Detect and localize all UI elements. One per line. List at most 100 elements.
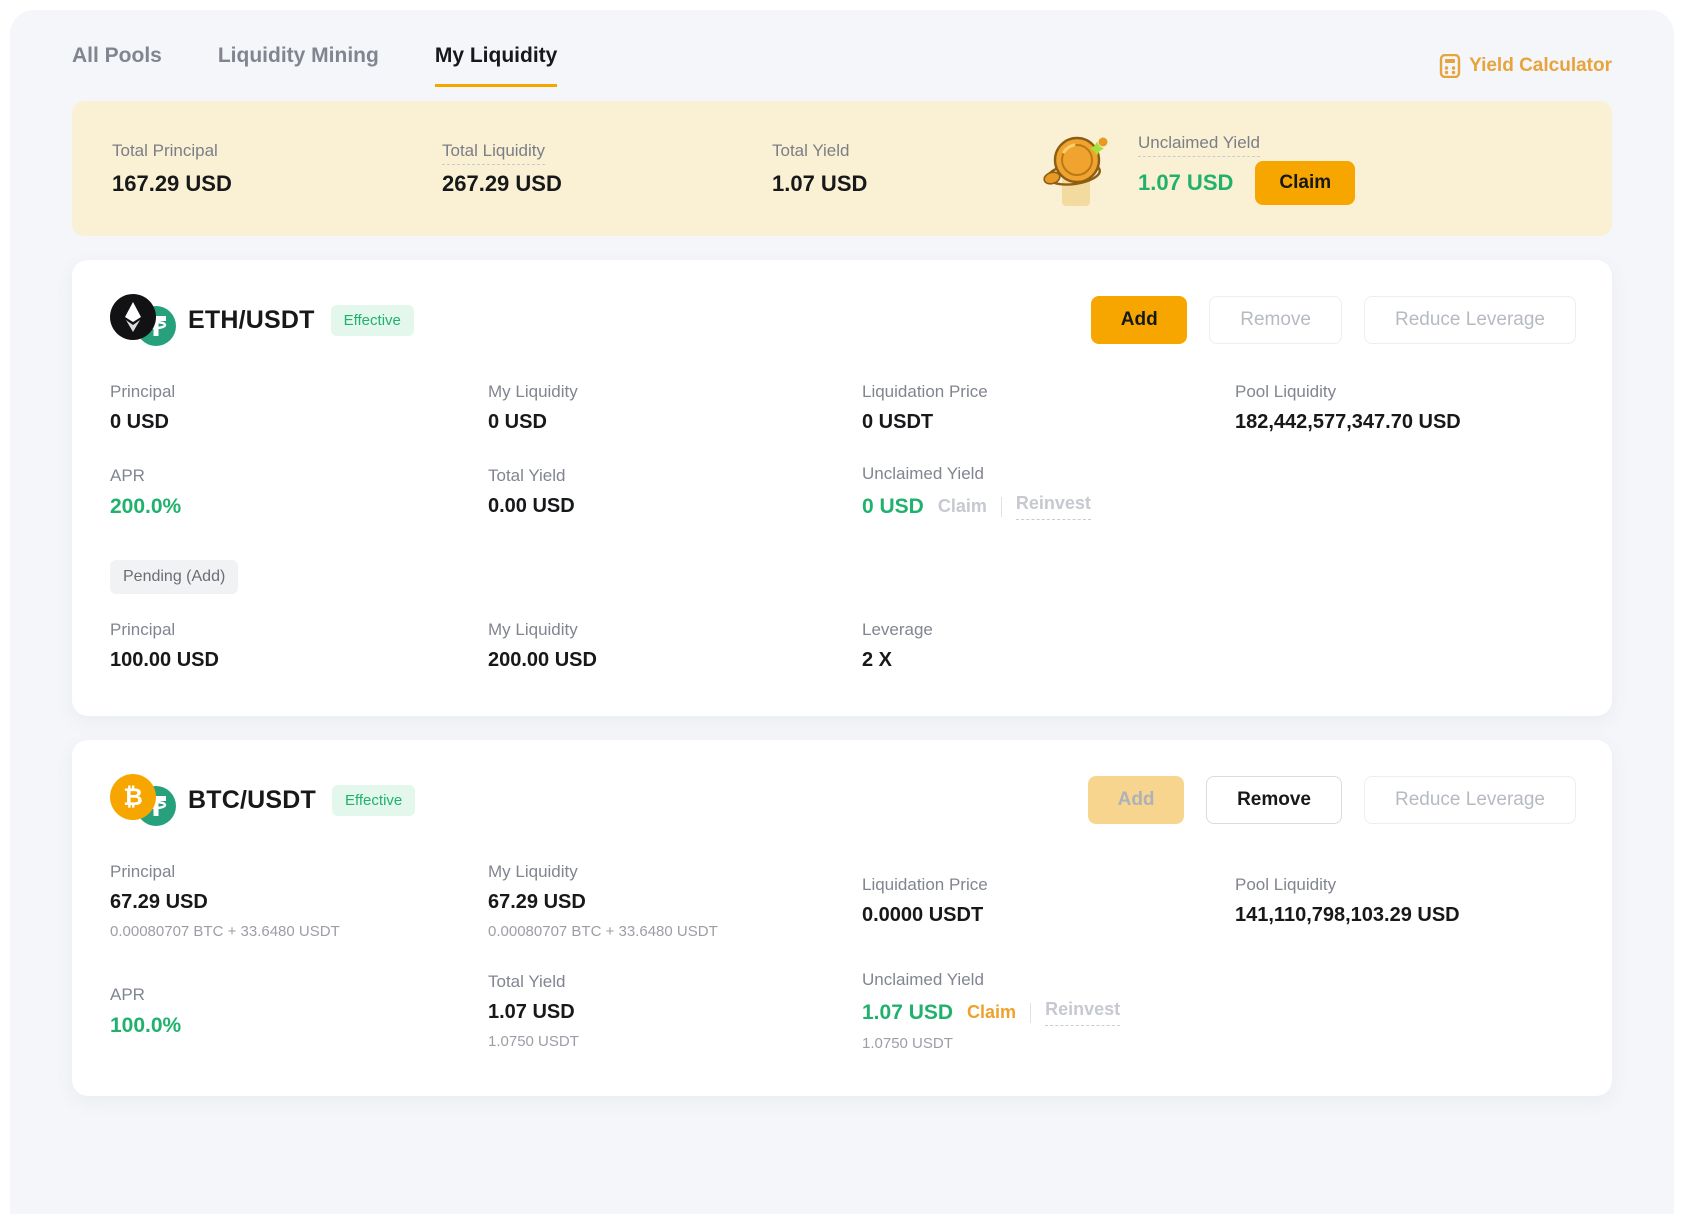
apr-stat: APR 100.0%	[110, 985, 488, 1038]
pair-name: ETH/USDT	[188, 305, 315, 334]
liquidation-price-label: Liquidation Price	[862, 382, 988, 401]
principal-sub-value: 0.00080707 BTC + 33.6480 USDT	[110, 923, 340, 940]
liquidation-price-label: Liquidation Price	[862, 875, 988, 894]
tab-my-liquidity[interactable]: My Liquidity	[434, 44, 558, 87]
pool-liquidity-value: 182,442,577,347.70 USD	[1235, 411, 1461, 433]
total-principal-label: Total Principal	[112, 140, 218, 160]
my-liquidity-sub-value: 0.00080707 BTC + 33.6480 USDT	[488, 923, 718, 940]
principal-value: 0 USD	[110, 411, 169, 433]
pool-card-btc-usdt: ₿ BTC/USDT Effective Add Remove Reduce L…	[72, 740, 1612, 1096]
claim-button[interactable]: Claim	[1255, 160, 1356, 205]
apr-value: 100.0%	[110, 1013, 182, 1037]
pending-principal-label: Principal	[110, 620, 176, 639]
summary-banner: Total Principal 167.29 USD Total Liquidi…	[72, 101, 1612, 236]
my-liquidity-value: 67.29 USD	[488, 891, 586, 913]
reinvest-link: Reinvest	[1015, 493, 1091, 520]
pending-leverage-label: Leverage	[862, 620, 933, 639]
tabs: All Pools Liquidity Mining My Liquidity	[72, 44, 558, 87]
principal-stat: Principal 0 USD	[110, 382, 488, 434]
yield-calculator-link[interactable]: Yield Calculator	[1439, 54, 1612, 78]
divider	[1030, 1002, 1032, 1023]
unclaimed-yield-stat: Unclaimed Yield 1.07 USD Claim Reinvest …	[862, 970, 1235, 1052]
divider	[1000, 496, 1002, 517]
total-yield-sub-value: 1.0750 USDT	[488, 1033, 579, 1050]
liquidation-price-stat: Liquidation Price 0 USDT	[862, 382, 1235, 434]
calculator-icon	[1439, 54, 1461, 78]
principal-value: 67.29 USD	[110, 891, 208, 913]
total-yield-stat: Total Yield 1.07 USD 1.0750 USDT	[488, 972, 862, 1050]
pool-liquidity-stat: Pool Liquidity 182,442,577,347.70 USD	[1235, 382, 1576, 434]
pool-liquidity-value: 141,110,798,103.29 USD	[1235, 904, 1460, 926]
unclaimed-yield-value: 1.07 USD	[1138, 169, 1234, 195]
unclaimed-yield-value: 0 USD	[862, 494, 924, 518]
total-liquidity-label[interactable]: Total Liquidity	[442, 140, 546, 165]
liquidation-price-stat: Liquidation Price 0.0000 USDT	[862, 875, 1235, 927]
unclaimed-yield-sub-value: 1.0750 USDT	[862, 1035, 953, 1052]
remove-button[interactable]: Remove	[1206, 776, 1342, 824]
reduce-leverage-button[interactable]: Reduce Leverage	[1364, 296, 1576, 344]
total-liquidity-block: Total Liquidity 267.29 USD	[442, 140, 772, 197]
pair-icons	[110, 294, 176, 346]
my-liquidity-stat: My Liquidity 67.29 USD 0.00080707 BTC + …	[488, 862, 862, 940]
tab-liquidity-mining[interactable]: Liquidity Mining	[217, 44, 379, 67]
claim-link[interactable]: Claim	[967, 1002, 1017, 1022]
total-yield-block: Total Yield 1.07 USD	[772, 141, 1040, 197]
principal-label: Principal	[110, 862, 176, 881]
claim-link: Claim	[937, 496, 987, 516]
total-principal-block: Total Principal 167.29 USD	[112, 141, 442, 197]
pending-my-liquidity-label: My Liquidity	[488, 620, 578, 639]
pending-principal-stat: Principal 100.00 USD	[110, 620, 488, 672]
liquidity-page: All Pools Liquidity Mining My Liquidity …	[10, 10, 1674, 1214]
pool-liquidity-label: Pool Liquidity	[1235, 875, 1337, 894]
pending-leverage-value: 2 X	[862, 649, 893, 671]
total-yield-value: 1.07 USD	[772, 170, 868, 196]
my-liquidity-stat: My Liquidity 0 USD	[488, 382, 862, 434]
total-yield-label: Total Yield	[488, 466, 566, 485]
unclaimed-yield-value: 1.07 USD	[862, 1000, 954, 1024]
eth-token-icon	[110, 294, 156, 340]
unclaimed-yield-label: Unclaimed Yield	[862, 970, 984, 989]
pool-liquidity-stat: Pool Liquidity 141,110,798,103.29 USD	[1235, 875, 1576, 927]
my-liquidity-label: My Liquidity	[488, 382, 578, 401]
total-principal-value: 167.29 USD	[112, 170, 232, 196]
my-liquidity-value: 0 USD	[488, 411, 547, 433]
principal-label: Principal	[110, 382, 176, 401]
remove-button[interactable]: Remove	[1209, 296, 1342, 344]
reinvest-link: Reinvest	[1045, 999, 1121, 1026]
unclaimed-yield-label[interactable]: Unclaimed Yield	[1138, 132, 1260, 157]
pending-my-liquidity-stat: My Liquidity 200.00 USD	[488, 620, 862, 672]
apr-value: 200.0%	[110, 494, 182, 518]
apr-label: APR	[110, 984, 145, 1004]
my-liquidity-label: My Liquidity	[488, 862, 578, 881]
pending-my-liquidity-value: 200.00 USD	[488, 649, 597, 671]
tabs-row: All Pools Liquidity Mining My Liquidity …	[10, 10, 1674, 87]
total-yield-label: Total Yield	[772, 140, 850, 160]
total-liquidity-value: 267.29 USD	[442, 170, 562, 196]
apr-label: APR	[110, 465, 145, 485]
total-yield-value: 1.07 USD	[488, 1001, 575, 1023]
total-yield-stat: Total Yield 0.00 USD	[488, 466, 862, 518]
tab-all-pools[interactable]: All Pools	[72, 44, 162, 67]
liquidation-price-value: 0 USDT	[862, 411, 934, 433]
svg-text:₿: ₿	[123, 783, 143, 811]
unclaimed-yield-label: Unclaimed Yield	[862, 464, 984, 483]
btc-token-icon: ₿	[110, 774, 156, 820]
pair-name: BTC/USDT	[188, 785, 316, 814]
total-yield-label: Total Yield	[488, 972, 566, 991]
status-badge: Effective	[331, 784, 416, 816]
unclaimed-yield-block: Unclaimed Yield 1.07 USD Claim	[1138, 132, 1356, 205]
yield-calculator-label: Yield Calculator	[1469, 55, 1612, 76]
pool-card-eth-usdt: ETH/USDT Effective Add Remove Reduce Lev…	[72, 260, 1612, 716]
status-badge: Effective	[330, 304, 414, 336]
total-yield-value: 0.00 USD	[488, 495, 575, 517]
unclaimed-yield-stat: Unclaimed Yield 0 USD Claim Reinvest	[862, 464, 1235, 520]
apr-stat: APR 200.0%	[110, 466, 488, 519]
gold-coin-illustration	[1040, 128, 1112, 215]
pool-liquidity-label: Pool Liquidity	[1235, 382, 1337, 401]
add-button[interactable]: Add	[1091, 296, 1188, 344]
add-button[interactable]: Add	[1088, 776, 1185, 824]
pending-principal-value: 100.00 USD	[110, 649, 219, 671]
liquidation-price-value: 0.0000 USDT	[862, 904, 984, 926]
pending-leverage-stat: Leverage 2 X	[862, 620, 1235, 672]
reduce-leverage-button[interactable]: Reduce Leverage	[1364, 776, 1576, 824]
